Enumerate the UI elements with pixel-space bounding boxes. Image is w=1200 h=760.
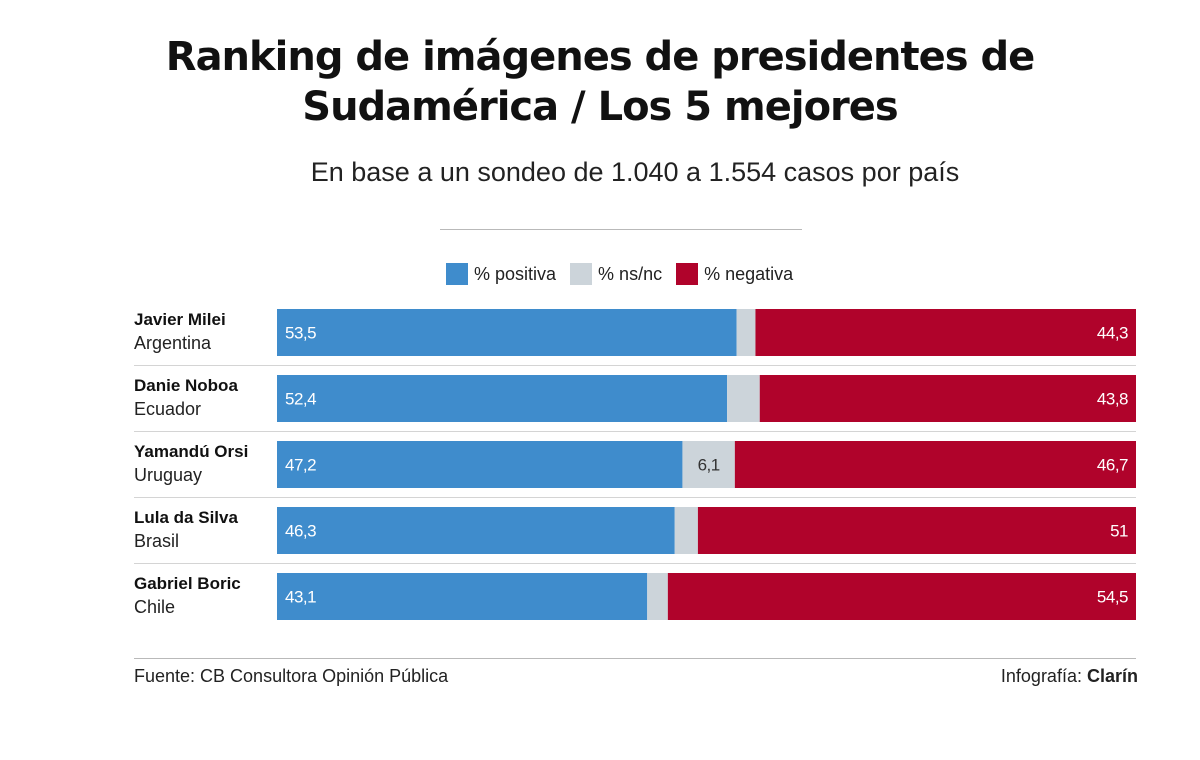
data-label-positive: 43,1: [285, 588, 316, 607]
source-note: Fuente: CB Consultora Opinión Pública: [134, 666, 449, 686]
data-label-negative: 43,8: [1097, 390, 1128, 409]
legend-swatch-positive: [446, 263, 468, 285]
header-divider: [440, 229, 802, 230]
bar-segment-nsnc: [674, 507, 698, 554]
bar-segment-negative: [755, 309, 1136, 356]
credit-brand: Clarín: [1086, 666, 1138, 686]
data-label-positive: 52,4: [285, 390, 316, 409]
legend-item-nsnc: % ns/nc: [570, 263, 662, 285]
legend-item-positive: % positiva: [446, 263, 556, 285]
row-label-country: Chile: [134, 597, 175, 617]
bar-segment-negative: [734, 441, 1136, 488]
chart-subtitle: En base a un sondeo de 1.040 a 1.554 cas…: [310, 157, 960, 187]
data-label-positive: 53,5: [285, 324, 316, 343]
legend-swatch-negative: [676, 263, 699, 285]
footer-divider: [134, 658, 1136, 659]
legend-label-positive: % positiva: [474, 263, 557, 284]
legend-label-negative: % negativa: [704, 263, 794, 284]
bar-segment-nsnc: [736, 309, 756, 356]
bar-segment-nsnc: [647, 573, 668, 620]
bar-segment-positive: [277, 309, 737, 356]
row-label-country: Brasil: [134, 531, 179, 551]
data-label-nsnc: 6,1: [698, 456, 720, 475]
chart-title-line-2: Sudamérica / Los 5 mejores: [302, 84, 898, 130]
bar-segment-positive: [277, 507, 675, 554]
data-label-negative: 54,5: [1097, 588, 1128, 607]
credit-prefix: Infografía:: [1000, 666, 1082, 686]
bar-segment-nsnc: [682, 441, 735, 488]
chart-title-line-1: Ranking de imágenes de presidentes de: [165, 34, 1035, 80]
bar-segment-positive: [277, 441, 683, 488]
data-label-negative: 44,3: [1097, 324, 1128, 343]
bar-segment-positive: [277, 375, 728, 422]
bar-segment-positive: [277, 573, 648, 620]
data-label-negative: 51: [1110, 522, 1128, 541]
bar-segment-negative: [759, 375, 1136, 422]
row-label-country: Argentina: [134, 333, 212, 353]
legend-label-nsnc: % ns/nc: [598, 263, 663, 284]
chart-title: Ranking de imágenes de presidentes de Su…: [0, 32, 1200, 132]
data-label-positive: 47,2: [285, 456, 316, 475]
row-label-name: Javier Milei: [134, 310, 226, 329]
credit-note: Infografía: Clarín: [1001, 666, 1138, 687]
bar-segment-negative: [667, 573, 1136, 620]
bar-segment-nsnc: [727, 375, 760, 422]
data-label-negative: 46,7: [1097, 456, 1128, 475]
row-label-name: Gabriel Boric: [134, 574, 241, 593]
row-label-country: Uruguay: [134, 465, 202, 485]
row-label-name: Lula da Silva: [134, 508, 238, 527]
legend-swatch-nsnc: [570, 263, 593, 285]
legend: % positiva % ns/nc % negativa: [446, 262, 807, 286]
stacked-bar-chart: Javier Milei Argentina 53,5 44,3 Danie Noboa…: [134, 309, 1136, 620]
legend-item-negative: % negativa: [676, 263, 793, 285]
row-label-name: Danie Noboa: [134, 376, 238, 395]
data-label-positive: 46,3: [285, 522, 316, 541]
row-label-name: Yamandú Orsi: [134, 442, 248, 461]
row-label-country: Ecuador: [134, 399, 201, 419]
bar-segment-negative: [697, 507, 1136, 554]
